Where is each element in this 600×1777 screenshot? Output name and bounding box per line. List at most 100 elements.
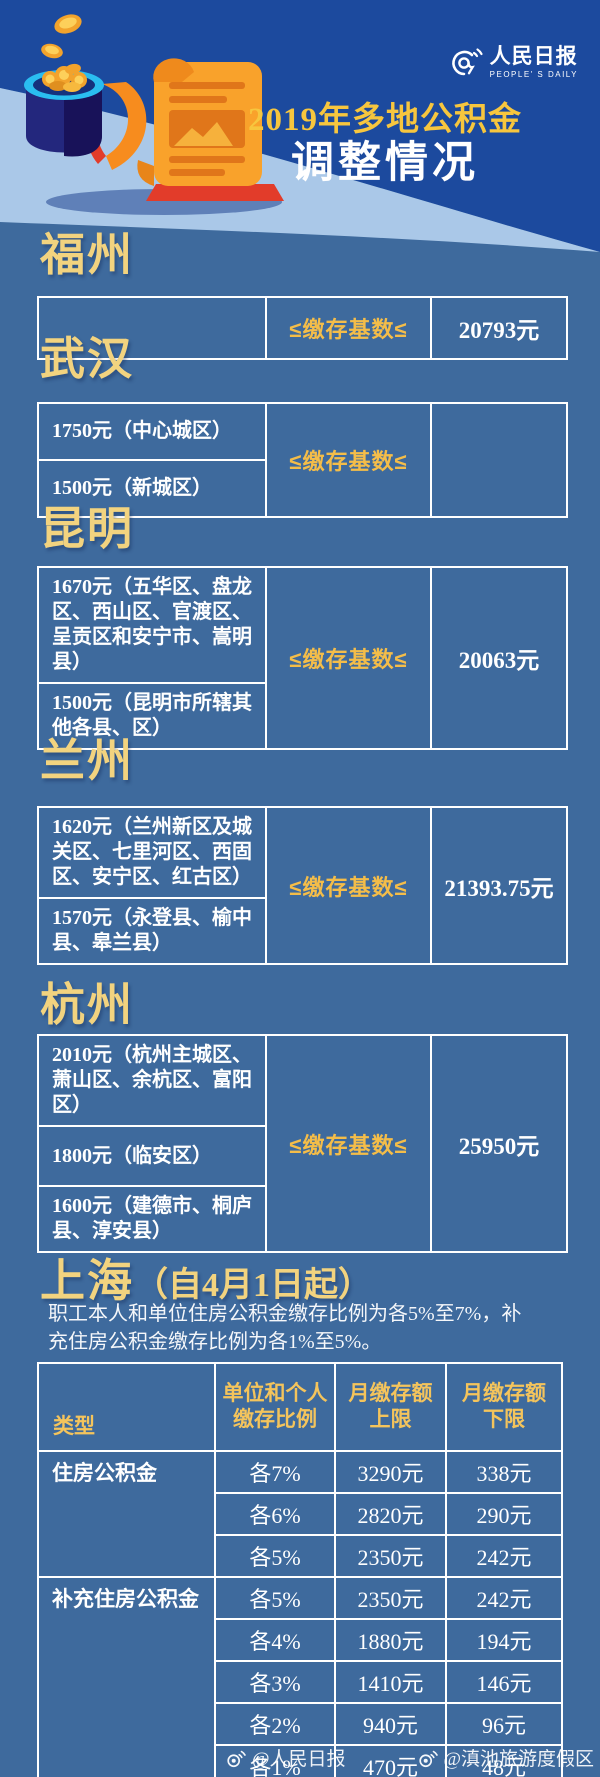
watermark-text: @滇池旅游度假区 xyxy=(443,1749,595,1770)
ratio-cell: 各4% xyxy=(214,1618,336,1662)
lower-limit-cell: 194元 xyxy=(445,1618,563,1662)
table-row: 各5% 2350元 242元 xyxy=(38,1534,563,1578)
upper-limit-cell: 940元 xyxy=(334,1702,447,1746)
header-line: 下限 xyxy=(483,1408,525,1431)
watermark-peoples-daily: @人民日报 xyxy=(225,1744,346,1771)
max-base-cell xyxy=(430,402,568,518)
table-row: 1500元（昆明市所辖其他各县、区） xyxy=(37,682,567,750)
column-header-lower-limit: 月缴存额 下限 xyxy=(445,1362,563,1452)
base-amount-cell: 1620元（兰州新区及城关区、七里河区、西固区、安宁区、红古区） xyxy=(37,806,267,899)
upper-limit-cell: 3290元 xyxy=(334,1450,447,1494)
fuzhou-table: ≤缴存基数≤ 20793元 xyxy=(37,296,568,360)
base-amount-cell: 1500元（昆明市所辖其他各县、区） xyxy=(37,682,267,750)
fund-type-cell: 住房公积金 xyxy=(37,1450,216,1578)
header-line: 缴存比例 xyxy=(233,1408,317,1431)
city-heading-kunming: 昆明 xyxy=(40,504,135,554)
table-row: 各2% 940元 96元 xyxy=(38,1702,563,1746)
base-amount-cell: 2010元（杭州主城区、萧山区、余杭区、富阳区） xyxy=(37,1034,267,1127)
base-amount-cell: 1500元（新城区） xyxy=(37,459,267,518)
upper-limit-cell: 1880元 xyxy=(334,1618,447,1662)
fund-type-cell: 补充住房公积金 xyxy=(37,1576,216,1777)
header-line: 单位和个人 xyxy=(222,1382,328,1405)
city-heading-wuhan: 武汉 xyxy=(40,334,135,384)
table-row: 1670元（五华区、盘龙区、西山区、官渡区、呈贡区和安宁市、嵩明县） ≤缴存基数… xyxy=(37,566,568,750)
lower-limit-cell: 146元 xyxy=(445,1660,563,1704)
table-row: 1750元（中心城区） ≤缴存基数≤ xyxy=(37,402,568,518)
base-amount-cell: 1600元（建德市、桐庐县、淳安县） xyxy=(37,1185,267,1253)
table-row: 各1% 470元 48元 xyxy=(38,1744,563,1777)
table-row: 补充住房公积金 各5% 2350元 242元 xyxy=(37,1576,563,1777)
max-base-cell: 25950元 xyxy=(430,1034,568,1253)
shanghai-effective-date: （自4月1日起） xyxy=(134,1267,373,1304)
column-header-type: 类型 xyxy=(37,1362,216,1452)
hangzhou-table: 2010元（杭州主城区、萧山区、余杭区、富阳区） ≤缴存基数≤ 25950元 1… xyxy=(37,1034,568,1253)
lower-limit-cell: 242元 xyxy=(445,1576,563,1620)
logo-text: 人民日报 PEOPLE' S DAILY xyxy=(489,45,578,80)
base-amount-cell: 1750元（中心城区） xyxy=(37,402,267,461)
table-row: 1570元（永登县、榆中县、皋兰县） xyxy=(37,897,567,965)
coins-and-scroll-illustration xyxy=(24,14,284,215)
column-header-ratio: 单位和个人 缴存比例 xyxy=(214,1362,336,1452)
watermark-dianchi: @滇池旅游度假区 xyxy=(417,1744,595,1771)
page-title: 2019年多地公积金 调整情况 xyxy=(225,100,545,188)
ratio-cell: 各3% xyxy=(214,1660,336,1704)
ratio-cell: 各6% xyxy=(214,1492,336,1536)
max-base-cell: 20793元 xyxy=(430,296,568,360)
table-header-row: 类型 单位和个人 缴存比例 月缴存额 上限 月缴存额 下限 xyxy=(37,1362,563,1452)
title-line2: 调整情况 xyxy=(291,140,479,187)
weibo-icon xyxy=(227,1750,246,1767)
lower-limit-cell: 338元 xyxy=(445,1450,563,1494)
ratio-cell: 各2% xyxy=(214,1702,336,1746)
table-row: 1500元（新城区） xyxy=(37,459,567,518)
upper-limit-cell: 1410元 xyxy=(334,1660,447,1704)
city-heading-lanzhou: 兰州 xyxy=(40,736,135,786)
lanzhou-table: 1620元（兰州新区及城关区、七里河区、西固区、安宁区、红古区） ≤缴存基数≤ … xyxy=(37,806,568,965)
wuhan-table: 1750元（中心城区） ≤缴存基数≤ 1500元（新城区） xyxy=(37,402,568,518)
shanghai-name: 上海 xyxy=(40,1256,135,1306)
logo-name: 人民日报 xyxy=(489,45,578,68)
header-line: 月缴存额 xyxy=(462,1382,546,1405)
range-label-cell: ≤缴存基数≤ xyxy=(265,402,432,518)
max-base-cell: 20063元 xyxy=(430,566,568,750)
base-amount-cell xyxy=(37,296,267,360)
lower-limit-cell: 242元 xyxy=(445,1534,563,1578)
table-row: 1620元（兰州新区及城关区、七里河区、西固区、安宁区、红古区） ≤缴存基数≤ … xyxy=(37,806,568,965)
header-line: 上限 xyxy=(369,1408,412,1431)
ratio-cell: 各5% xyxy=(214,1534,336,1578)
watermark-text: @人民日报 xyxy=(252,1749,346,1770)
base-amount-cell: 1570元（永登县、榆中县、皋兰县） xyxy=(37,897,267,965)
table-row: 各3% 1410元 146元 xyxy=(38,1660,563,1704)
weibo-at-icon xyxy=(451,48,483,76)
table-row: 各6% 2820元 290元 xyxy=(38,1492,563,1536)
title-line1: 2019年多地公积金 xyxy=(248,102,522,138)
table-row: 各4% 1880元 194元 xyxy=(38,1618,563,1662)
upper-limit-cell: 2350元 xyxy=(334,1576,447,1620)
table-row: 2010元（杭州主城区、萧山区、余杭区、富阳区） ≤缴存基数≤ 25950元 xyxy=(37,1034,568,1253)
city-heading-hangzhou: 杭州 xyxy=(40,980,135,1030)
table-row: ≤缴存基数≤ 20793元 xyxy=(37,296,568,360)
base-amount-cell: 1670元（五华区、盘龙区、西山区、官渡区、呈贡区和安宁市、嵩明县） xyxy=(37,566,267,684)
shanghai-table: 类型 单位和个人 缴存比例 月缴存额 上限 月缴存额 下限 住房公积金 各7% … xyxy=(37,1362,563,1777)
logo-subtitle: PEOPLE' S DAILY xyxy=(489,70,578,79)
ratio-cell: 各5% xyxy=(214,1576,336,1620)
city-heading-fuzhou: 福州 xyxy=(40,230,135,280)
header-line: 月缴存额 xyxy=(348,1382,433,1405)
city-heading-shanghai: 上海（自4月1日起） xyxy=(40,1256,372,1308)
table-row: 住房公积金 各7% 3290元 338元 xyxy=(37,1450,563,1578)
ratio-cell: 各7% xyxy=(214,1450,336,1494)
range-label-cell: ≤缴存基数≤ xyxy=(265,566,432,750)
lower-limit-cell: 48元 xyxy=(445,1744,563,1777)
lower-limit-cell: 96元 xyxy=(445,1702,563,1746)
shanghai-note: 职工本人和单位住房公积金缴存比例为各5%至7%，补充住房公积金缴存比例为各1%至… xyxy=(48,1303,522,1353)
lower-limit-cell: 290元 xyxy=(445,1492,563,1536)
upper-limit-cell: 470元 xyxy=(334,1744,447,1777)
peoples-daily-logo: 人民日报 PEOPLE' S DAILY xyxy=(450,46,578,80)
footer: @人民日报 @滇池旅游度假区 xyxy=(0,1744,600,1774)
upper-limit-cell: 2820元 xyxy=(334,1492,447,1536)
table-row: 1600元（建德市、桐庐县、淳安县） xyxy=(37,1185,567,1253)
range-label-cell: ≤缴存基数≤ xyxy=(265,296,432,360)
range-label-cell: ≤缴存基数≤ xyxy=(265,1034,432,1253)
base-amount-cell: 1800元（临安区） xyxy=(37,1125,267,1187)
range-label-cell: ≤缴存基数≤ xyxy=(265,806,432,965)
